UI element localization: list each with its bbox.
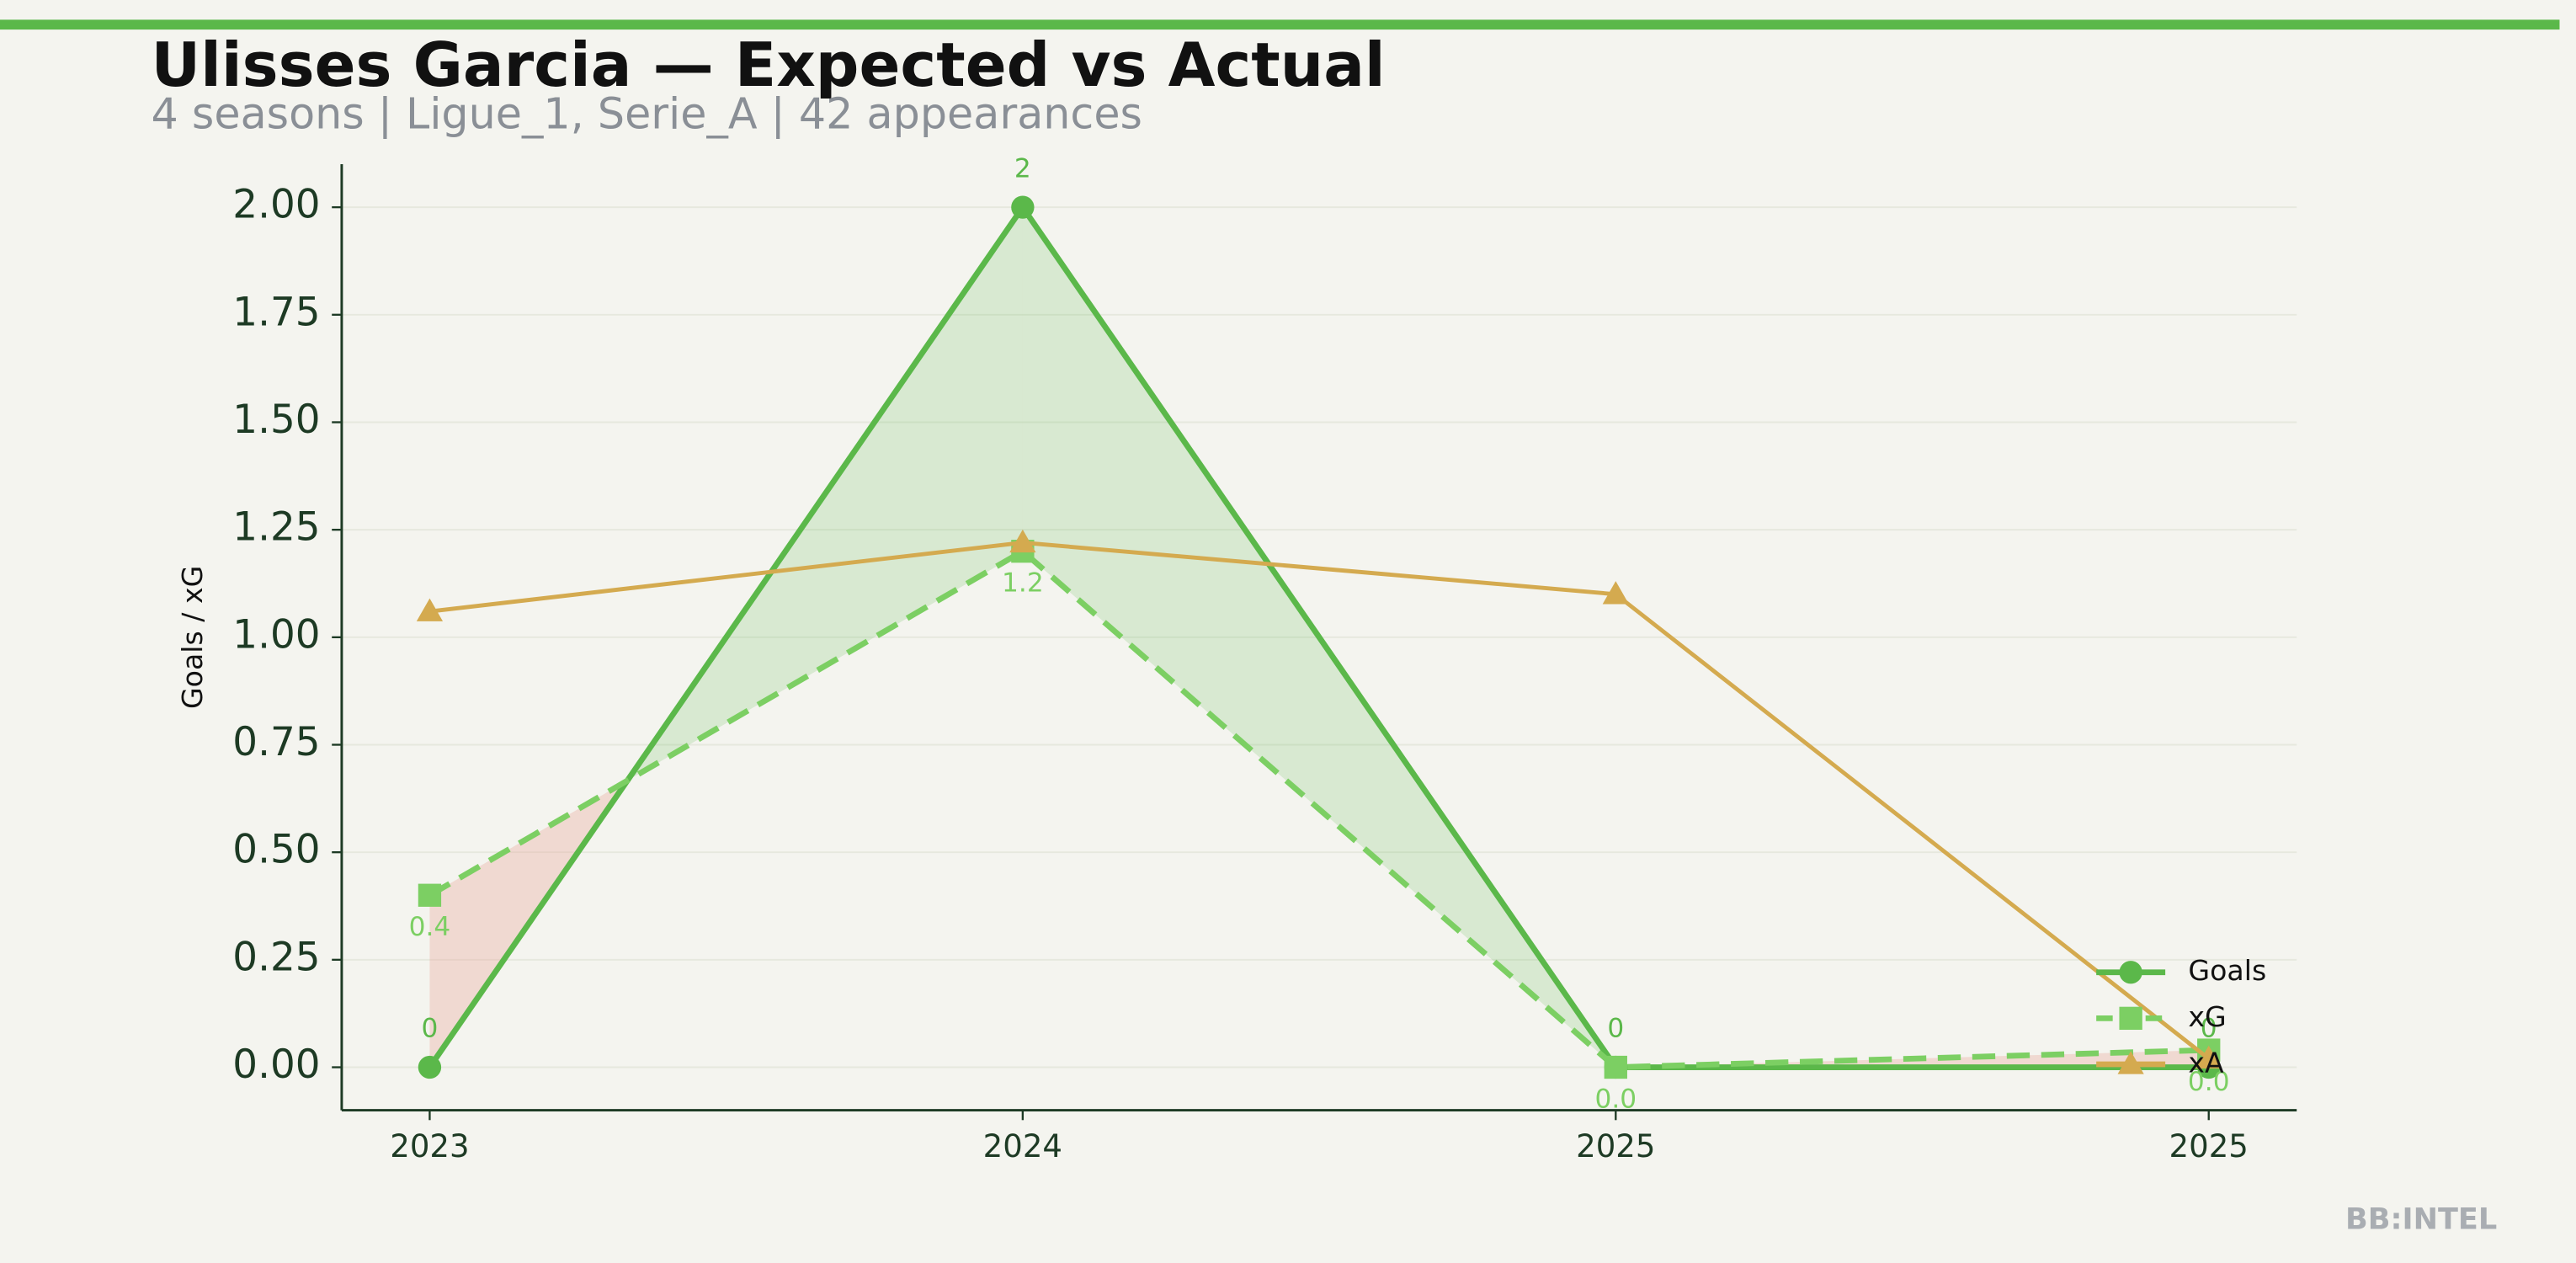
y-tick-label: 0.25 xyxy=(232,935,320,980)
y-tick-label: 0.75 xyxy=(232,720,320,765)
legend-marker xyxy=(2119,1006,2142,1031)
series-line xyxy=(429,541,2211,1061)
y-tick-label: 0.50 xyxy=(232,828,320,873)
data-label: 0.4 xyxy=(409,912,451,942)
point xyxy=(2195,1045,2222,1069)
x-tick-label: 2023 xyxy=(390,1128,469,1164)
point xyxy=(418,883,442,907)
data-label: 0.0 xyxy=(2188,1067,2230,1097)
y-axis-label: Goals / xG xyxy=(176,566,209,709)
data-label: 0 xyxy=(2201,1014,2217,1044)
legend-label: Goals xyxy=(2188,954,2266,987)
data-label: 0 xyxy=(1607,1014,1624,1044)
data-label: 0 xyxy=(421,1014,438,1044)
series-line xyxy=(427,204,2209,1070)
point xyxy=(1604,1055,1627,1079)
x-tick-label: 2025 xyxy=(1576,1128,1655,1164)
chart-subtitle: 4 seasons | Ligue_1, Serie_A | 42 appear… xyxy=(152,88,1142,139)
series-line xyxy=(428,548,2209,1070)
legend-marker xyxy=(2119,961,2142,984)
point xyxy=(1009,529,1036,553)
point xyxy=(1602,581,1629,605)
legend-marker xyxy=(2117,1051,2144,1074)
y-tick-label: 0.00 xyxy=(232,1042,320,1088)
point xyxy=(416,598,444,621)
data-label: 0.0 xyxy=(1594,1084,1637,1115)
x-tick-label: 2025 xyxy=(2169,1128,2249,1164)
y-tick-label: 2.00 xyxy=(232,183,320,228)
top-bar xyxy=(0,19,2560,30)
chart-title: Ulisses Garcia — Expected vs Actual xyxy=(152,30,1386,101)
point xyxy=(1011,195,1035,219)
y-tick-label: 1.50 xyxy=(232,397,320,443)
data-label: 1.2 xyxy=(1002,568,1044,599)
x-tick-label: 2024 xyxy=(983,1128,1062,1164)
y-tick-label: 1.00 xyxy=(232,612,320,658)
y-tick-label: 1.25 xyxy=(232,505,320,551)
y-tick-label: 1.75 xyxy=(232,290,320,335)
point xyxy=(418,1055,442,1079)
data-label: 2 xyxy=(1014,153,1031,184)
watermark: BB:INTEL xyxy=(2345,1202,2497,1236)
plot-area: 0.000.250.500.751.001.251.501.752.002023… xyxy=(232,153,2297,1164)
legend-label: xA xyxy=(2188,1046,2224,1079)
legend-label: xG xyxy=(2188,1000,2226,1033)
